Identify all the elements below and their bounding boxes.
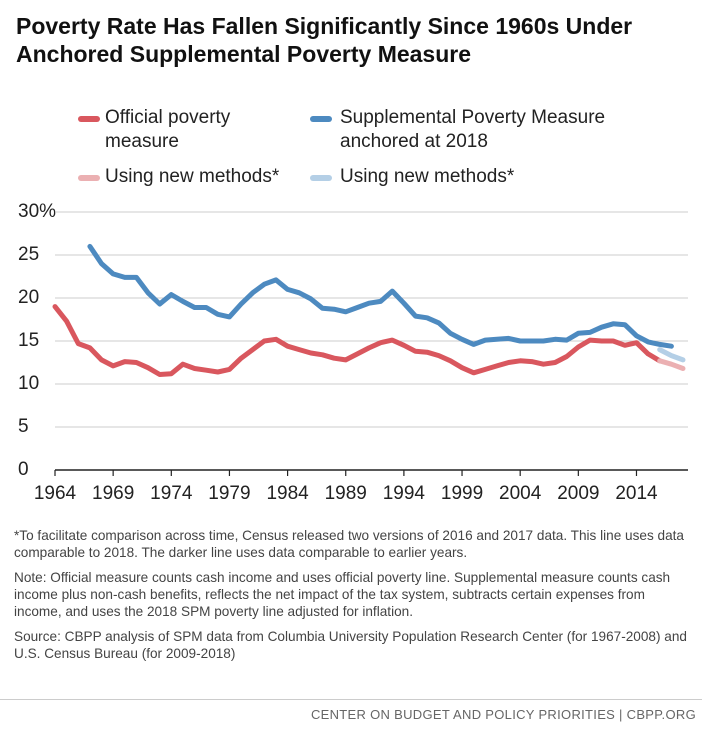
footnote: *To facilitate comparison across time, C…: [14, 528, 684, 560]
y-tick-label: 5: [18, 416, 29, 437]
y-tick-label: 10: [18, 373, 39, 394]
y-tick-label: 25: [18, 244, 39, 265]
notes: *To facilitate comparison across time, C…: [14, 527, 694, 670]
y-tick-label: 30%: [18, 201, 56, 222]
legend-swatch: [78, 116, 100, 122]
x-tick-label: 1964: [34, 483, 77, 504]
legend-swatch: [310, 175, 332, 181]
x-tick-label: 1969: [92, 483, 134, 504]
x-tick-label: 1979: [208, 483, 250, 504]
footer: CENTER ON BUDGET AND POLICY PRIORITIES |…: [310, 707, 696, 722]
series-line: [52, 304, 663, 377]
y-tick-label: 20: [18, 287, 39, 308]
y-tick-label: 0: [18, 459, 29, 480]
series-line: [657, 347, 686, 363]
x-tick-label: 2014: [615, 483, 658, 504]
legend-swatch: [78, 175, 100, 181]
legend-swatch: [310, 116, 332, 122]
footer-rule: [0, 699, 702, 700]
legend-label: Supplemental Poverty Measure anchored at…: [340, 107, 606, 152]
x-tick-label: 1999: [441, 483, 483, 504]
chart-title: Poverty Rate Has Fallen Significantly Si…: [16, 13, 633, 67]
legend-label: Official poverty measure: [105, 107, 231, 152]
x-tick-label: 2004: [499, 483, 542, 504]
x-tick-label: 1984: [266, 483, 309, 504]
x-tick-label: 1994: [383, 483, 426, 504]
x-tick-label: 1974: [150, 483, 193, 504]
legend-label: Using new methods*: [340, 166, 515, 187]
series-line: [657, 358, 686, 371]
series-line: [87, 243, 674, 349]
note: Note: Official measure counts cash incom…: [14, 570, 671, 619]
x-tick-label: 1989: [325, 483, 367, 504]
y-tick-label: 15: [18, 330, 39, 351]
source: Source: CBPP analysis of SPM data from C…: [14, 629, 687, 661]
x-tick-label: 2009: [557, 483, 599, 504]
legend-label: Using new methods*: [105, 166, 280, 187]
